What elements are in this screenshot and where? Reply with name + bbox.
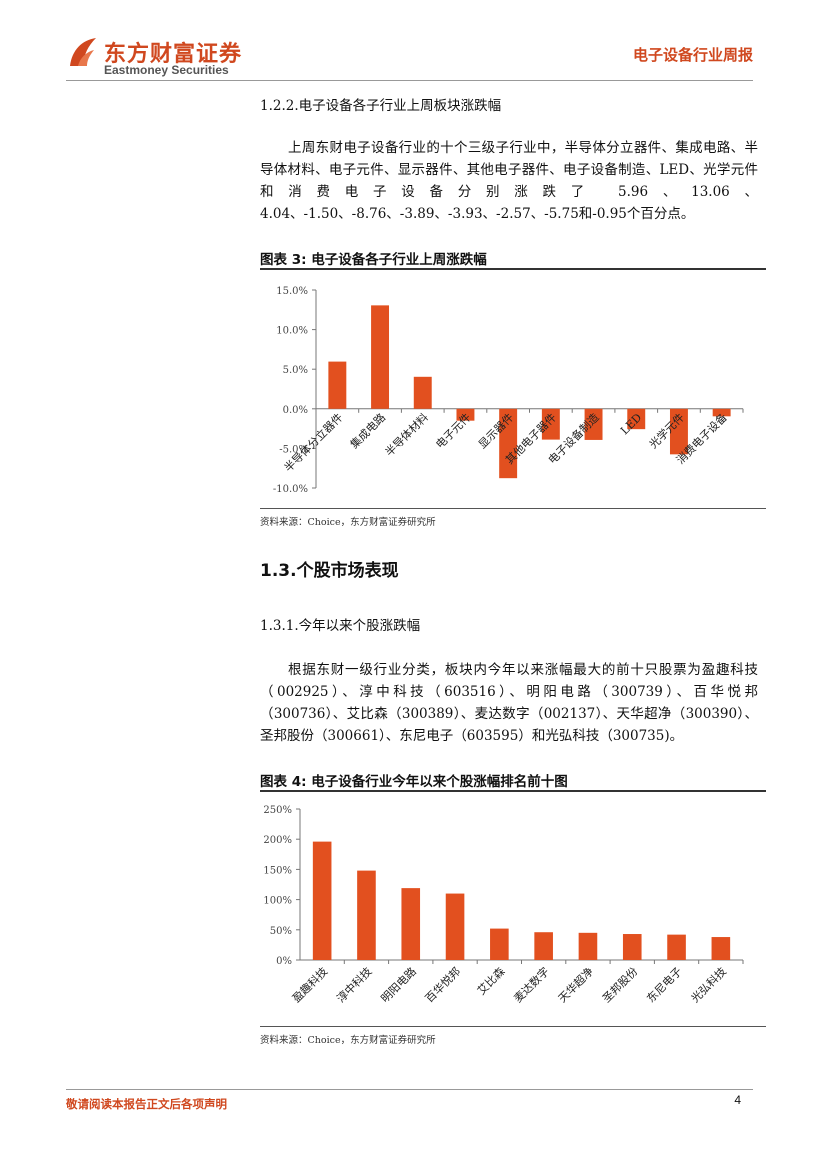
figure4-bar — [578, 932, 598, 960]
figure3-y-tick-label: 15.0% — [276, 286, 308, 297]
figure4-bar — [711, 937, 731, 960]
figure4-bar — [490, 928, 509, 960]
figure3-bottom-rule — [260, 508, 766, 509]
figure3-bar — [456, 408, 475, 421]
figure4-category-label: 艾比森 — [474, 964, 507, 997]
figure4-category-label: 东尼电子 — [644, 965, 684, 1005]
figure3-title: 图表 3: 电子设备各子行业上周涨跌幅 — [260, 252, 487, 268]
figure3-category-label: 集成电路 — [347, 410, 388, 451]
figure3-top-rule — [260, 268, 766, 270]
figure4-chart: 250% 200% 150% 100% 50% 0%盈趣科技 淳中科技 明阳电路 百华悦邦 艾比森… — [263, 805, 744, 1005]
figure3-source: 资料来源：Choice，东方财富证券研究所 — [260, 517, 436, 528]
figure3-y-tick-label: -5.0% — [279, 444, 308, 455]
figure3-bar — [413, 376, 432, 409]
figure3-bar — [541, 408, 560, 440]
figure4-y-tick-label: 250% — [263, 805, 292, 816]
figure4-bar — [534, 932, 553, 960]
figure3-y-tick-label: 10.0% — [276, 326, 308, 337]
figure4-title: 图表 4: 电子设备行业今年以来个股涨幅排名前十图 — [260, 774, 568, 790]
figure4-bar — [401, 888, 421, 960]
figure3-y-tick-label: -10.0% — [273, 484, 308, 495]
figure3-bar — [371, 305, 390, 409]
figure4-category-label: 麦达数字 — [511, 964, 552, 1005]
figure4-y-tick-label: 50% — [270, 926, 292, 937]
figure4-category-label: 天华超净 — [555, 964, 596, 1005]
footer-divider — [66, 1089, 753, 1090]
figure3-bar — [712, 408, 731, 417]
figure4-category-label: 盈趣科技 — [289, 964, 330, 1005]
figure4-category-label: 百华悦邦 — [422, 964, 463, 1005]
figure4-top-rule — [260, 790, 766, 792]
figure4-source: 资料来源：Choice，东方财富证券研究所 — [260, 1035, 436, 1046]
figure3-bar — [499, 408, 518, 479]
figure4-category-label: 圣邦股份 — [600, 965, 640, 1005]
figure3-bar — [627, 408, 646, 430]
figure4-y-tick-label: 0% — [276, 956, 292, 967]
section-1-3-1-paragraph: 根据东财一级行业分类，板块内今年以来涨幅最大的前十只股票为盈趣科技（002925… — [260, 662, 758, 744]
figure4-category-label: 淳中科技 — [334, 964, 375, 1005]
section-1-3-1-heading: 1.3.1.今年以来个股涨跌幅 — [260, 618, 421, 634]
figure4-bottom-rule — [260, 1026, 766, 1027]
figure4-y-tick-label: 200% — [263, 835, 292, 846]
figure4-bar — [357, 870, 376, 960]
report-type: 电子设备行业周报 — [632, 46, 753, 64]
figure3-bar — [584, 408, 603, 440]
logo-en: Eastmoney Securities — [104, 63, 229, 77]
figure4-y-tick-label: 100% — [263, 896, 292, 907]
figure4-bar — [312, 841, 332, 960]
figure4-bar — [622, 934, 642, 960]
figure4-bar — [445, 893, 465, 960]
figure3-bar — [669, 408, 688, 455]
section-1-2-2-paragraph: 上周东财电子设备行业的十个三级子行业中，半导体分立器件、集成电路、半导体材料、电… — [260, 140, 758, 222]
figure3-y-tick-label: 0.0% — [283, 405, 308, 416]
figure4-bar — [667, 934, 686, 960]
section-1-3-heading: 1.3.个股市场表现 — [260, 561, 399, 581]
figure3-category-label: 电子元件 — [433, 411, 473, 451]
section-1-2-2-heading: 1.2.2.电子设备各子行业上周板块涨跌幅 — [260, 98, 502, 114]
figure4-category-label: 光弘科技 — [688, 964, 729, 1005]
figure4-y-tick-label: 150% — [263, 865, 292, 876]
eastmoney-logo-icon — [70, 38, 96, 66]
figure3-y-tick-label: 5.0% — [283, 365, 308, 376]
page-number: 4 — [734, 1093, 741, 1107]
footer-disclaimer: 敬请阅读本报告正文后各项声明 — [66, 1097, 227, 1111]
figure3-chart: 15.0% 10.0% 5.0% 0.0% -5.0% -10.0% 半导体分立器件 集成电路… — [273, 286, 744, 495]
figure3-category-label: 半导体材料 — [382, 410, 431, 459]
header-divider — [66, 80, 753, 81]
figure4-category-label: 明阳电路 — [379, 965, 419, 1005]
logo-cn: 东方财富证券 — [104, 42, 243, 67]
figure3-category-label: 半导体分立器件 — [281, 410, 345, 474]
figure3-bar — [328, 361, 347, 409]
